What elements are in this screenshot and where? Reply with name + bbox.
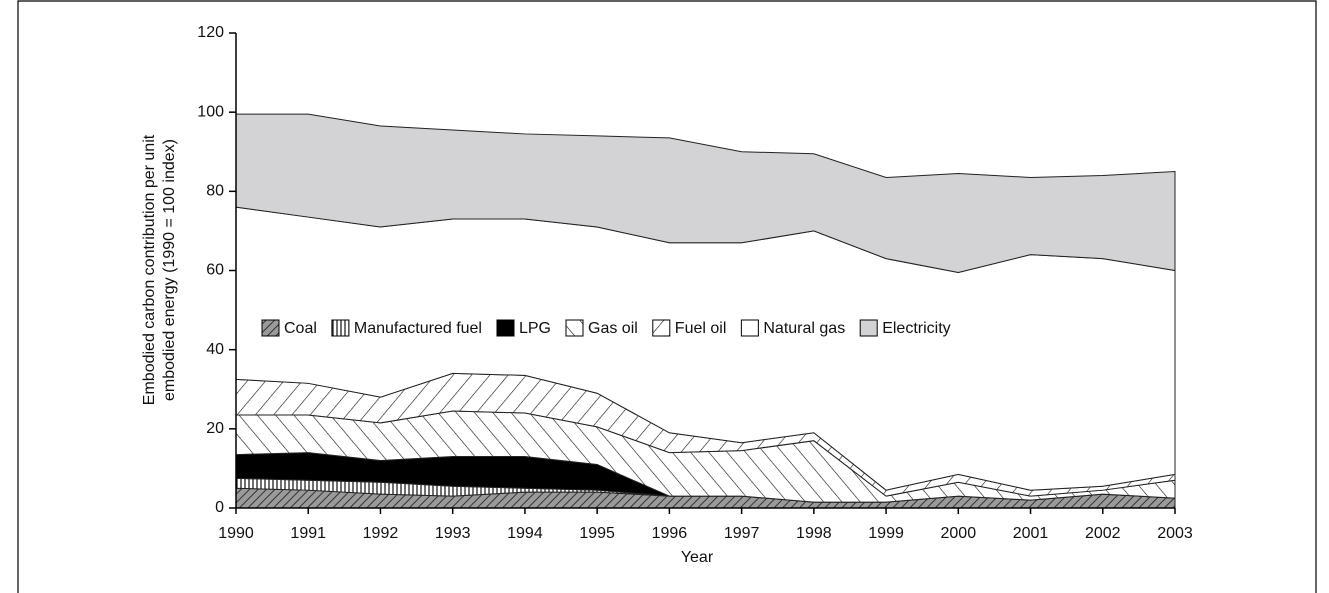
area	[235, 113, 1176, 273]
legend-swatch	[652, 319, 671, 337]
legend-label: Gas oil	[588, 320, 638, 337]
x-tick-label: 2003	[1157, 525, 1193, 542]
legend-swatch	[496, 319, 515, 337]
x-tick-label: 1992	[363, 525, 399, 542]
frame	[17, 0, 1317, 593]
y-tick-label: 120	[197, 24, 224, 41]
x-tick-label: 1996	[652, 525, 688, 542]
x-tick-label: 1994	[507, 525, 543, 542]
legend-label: Fuel oil	[675, 320, 727, 337]
legend-swatch	[740, 319, 759, 337]
y-axis-label-line: Embodied carbon contribution per unit	[141, 134, 158, 405]
y-tick-label: 100	[197, 103, 224, 120]
x-axis-label: Year	[681, 549, 714, 566]
x-tick-label: 1993	[435, 525, 471, 542]
y-tick-label: 40	[206, 341, 224, 358]
y-axis-label: Embodied carbon contribution per unit em…	[141, 134, 178, 405]
x-tick-label: 2000	[941, 525, 977, 542]
x-tick-label: 1991	[290, 525, 326, 542]
legend-label: Natural gas	[763, 320, 845, 337]
legend-swatch	[331, 319, 350, 337]
x-tick-label: 1997	[724, 525, 760, 542]
y-tick-label: 0	[215, 499, 224, 516]
y-tick-label: 60	[206, 262, 224, 279]
y-tick-label: 80	[206, 183, 224, 200]
x-tick-label: 2001	[1013, 525, 1049, 542]
x-tick-label: 2002	[1085, 525, 1121, 542]
x-tick-label: 1990	[218, 525, 254, 542]
legend-label: Manufactured fuel	[354, 320, 482, 337]
legend-label: Coal	[284, 320, 317, 337]
x-tick-label: 1995	[579, 525, 615, 542]
legend-swatch	[565, 319, 584, 337]
y-tick-label: 20	[206, 420, 224, 437]
legend-label: LPG	[519, 320, 551, 337]
y-axis-label-line: embodied energy (1990 = 100 index)	[161, 139, 178, 401]
legend-label: Electricity	[882, 320, 950, 337]
x-tick-label: 1999	[868, 525, 904, 542]
legend-swatch	[261, 319, 280, 337]
legend-swatch	[859, 319, 878, 337]
x-tick-label: 1998	[796, 525, 832, 542]
